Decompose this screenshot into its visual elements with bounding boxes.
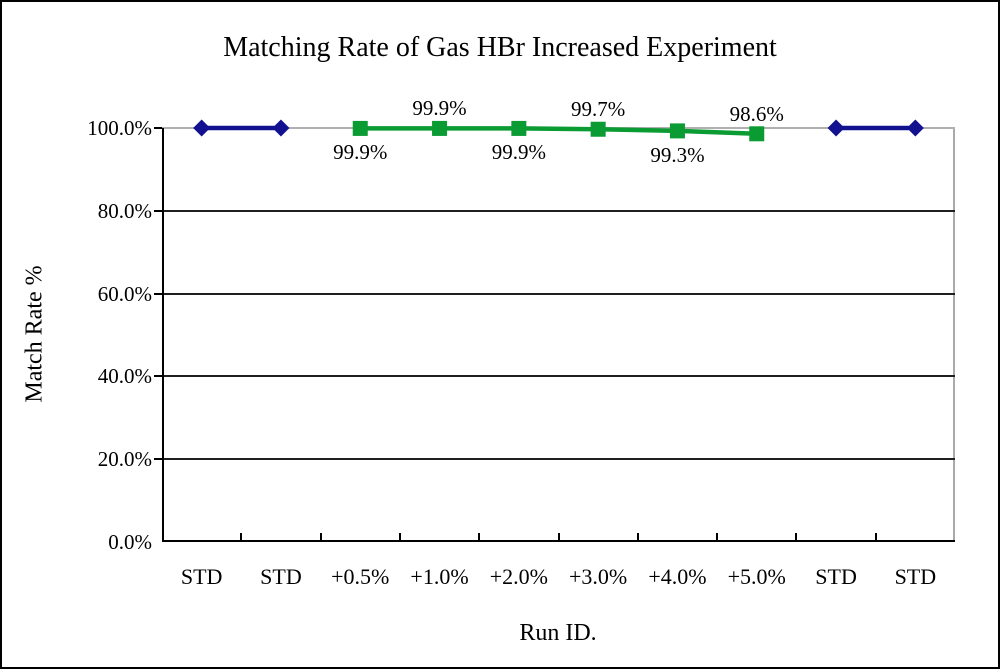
chart-title: Matching Rate of Gas HBr Increased Exper… <box>223 32 777 63</box>
x-tick-label: +5.0% <box>727 564 786 589</box>
x-tick-mark <box>716 533 719 541</box>
y-tick-label: 100.0% <box>87 116 152 140</box>
gridline-60 <box>162 292 955 295</box>
x-tick-mark <box>398 533 401 541</box>
y-axis-line <box>162 128 164 542</box>
x-tick-mark <box>557 533 560 541</box>
y-tick-label: 80.0% <box>97 198 152 223</box>
data-label: 99.9% <box>412 96 467 121</box>
x-tick-mark <box>478 533 481 541</box>
square-marker <box>432 120 448 136</box>
y-tick-label: 0.0% <box>108 530 152 554</box>
y-tick-mark <box>154 209 162 212</box>
x-tick-label: STD <box>260 564 302 589</box>
x-tick-label: +4.0% <box>648 564 707 589</box>
x-tick-label: +3.0% <box>569 564 628 589</box>
diamond-marker <box>827 119 845 137</box>
plot-border-right <box>953 128 955 542</box>
x-tick-mark <box>795 533 798 541</box>
gridline-20 <box>162 458 955 461</box>
y-tick-mark <box>154 292 162 295</box>
data-label: 99.3% <box>650 142 705 167</box>
square-marker <box>590 121 606 137</box>
x-axis-title: Run ID. <box>519 620 597 646</box>
diamond-marker <box>906 119 924 137</box>
y-tick-mark <box>154 375 162 378</box>
x-tick-label: STD <box>815 564 857 589</box>
square-marker <box>669 123 685 139</box>
data-label: 98.6% <box>729 101 784 126</box>
y-tick-label: 40.0% <box>97 364 152 389</box>
square-marker <box>749 126 765 142</box>
gridline-80 <box>162 209 955 212</box>
square-marker <box>511 120 527 136</box>
x-tick-label: STD <box>894 564 937 589</box>
data-label: 99.9% <box>491 140 546 165</box>
x-tick-label: +1.0% <box>410 564 469 589</box>
y-tick-label: 60.0% <box>97 281 152 306</box>
x-tick-mark <box>636 533 639 541</box>
data-label: 99.9% <box>333 140 388 165</box>
series-plot <box>193 119 924 142</box>
diamond-marker <box>272 119 290 137</box>
y-tick-mark <box>154 127 162 129</box>
diamond-marker <box>193 119 211 137</box>
x-tick-label: +0.5% <box>331 564 390 589</box>
y-tick-mark <box>154 458 162 461</box>
x-tick-mark <box>319 533 322 541</box>
x-axis-line <box>162 540 955 542</box>
y-tick-label: 20.0% <box>97 447 152 472</box>
data-label: 99.7% <box>571 97 626 122</box>
x-tick-label: STD <box>180 564 223 589</box>
series-line-hbr-increased <box>360 126 757 137</box>
x-tick-label: +2.0% <box>489 564 548 589</box>
x-tick-mark <box>874 533 877 541</box>
plot-area <box>154 119 955 542</box>
gridline-40 <box>162 375 955 378</box>
square-marker <box>352 120 368 136</box>
x-tick-mark <box>240 533 243 541</box>
